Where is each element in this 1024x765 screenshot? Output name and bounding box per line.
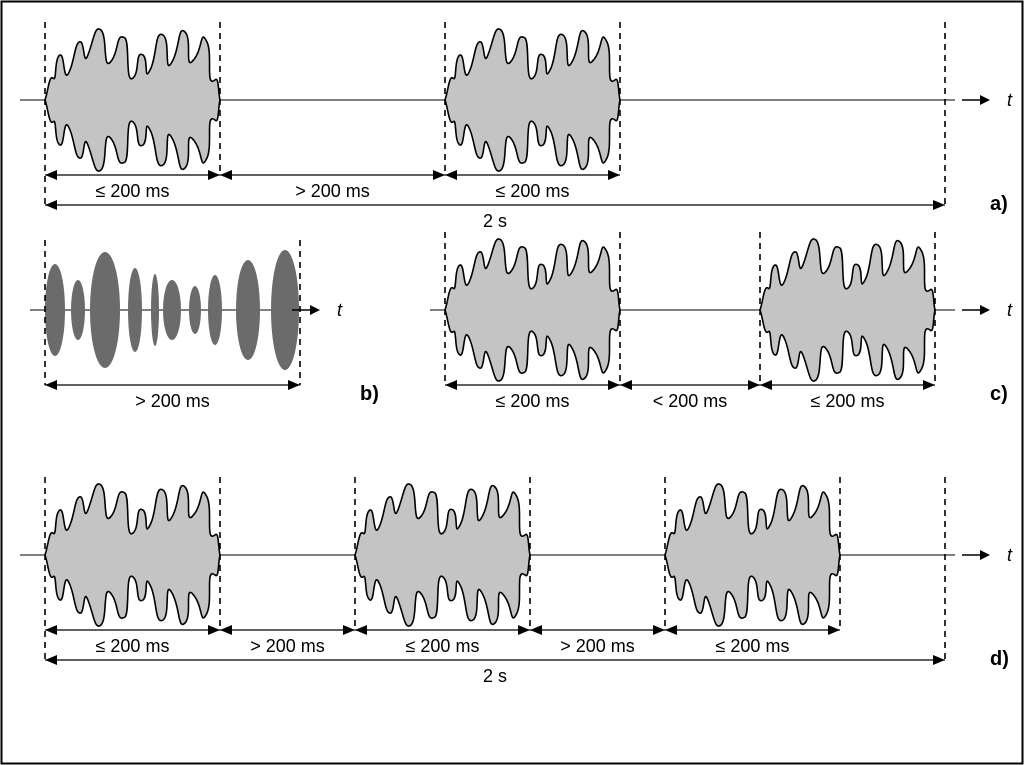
svg-text:≤ 200 ms: ≤ 200 ms (96, 181, 170, 201)
time-axis-label: t (337, 300, 343, 320)
pulse-blob (128, 268, 142, 352)
pulse-blob (163, 280, 181, 340)
time-arrow-icon (962, 305, 990, 315)
time-arrow-icon (962, 95, 990, 105)
svg-text:> 200 ms: > 200 ms (250, 636, 325, 656)
noise-burst (445, 239, 620, 381)
pulse-blob (208, 275, 222, 345)
panel-label-d: d) (990, 648, 1009, 670)
svg-text:≤ 200 ms: ≤ 200 ms (496, 391, 570, 411)
noise-burst (355, 484, 530, 626)
svg-text:< 200 ms: < 200 ms (653, 391, 728, 411)
svg-text:2 s: 2 s (483, 211, 507, 231)
svg-text:2 s: 2 s (483, 666, 507, 686)
svg-text:≤ 200 ms: ≤ 200 ms (811, 391, 885, 411)
svg-text:> 200 ms: > 200 ms (135, 391, 210, 411)
time-arrow-icon (962, 550, 990, 560)
noise-burst (45, 484, 220, 626)
noise-burst (45, 29, 220, 171)
pulse-blob (71, 280, 85, 340)
svg-text:> 200 ms: > 200 ms (560, 636, 635, 656)
pulse-blob (151, 274, 159, 346)
time-axis-label: t (1007, 545, 1013, 565)
noise-burst (445, 29, 620, 171)
time-axis-label: t (1007, 300, 1013, 320)
svg-text:≤ 200 ms: ≤ 200 ms (96, 636, 170, 656)
svg-text:≤ 200 ms: ≤ 200 ms (496, 181, 570, 201)
time-axis-label: t (1007, 90, 1013, 110)
pulse-blob (236, 260, 260, 360)
panel-label-a: a) (990, 193, 1008, 215)
svg-text:> 200 ms: > 200 ms (295, 181, 370, 201)
pulse-blob (45, 264, 65, 356)
svg-text:≤ 200 ms: ≤ 200 ms (716, 636, 790, 656)
panel-label-c: c) (990, 383, 1008, 405)
panel-label-b: b) (360, 383, 379, 405)
pulse-blob (90, 252, 120, 368)
noise-burst (665, 484, 840, 626)
pulse-blob (189, 286, 201, 334)
svg-text:≤ 200 ms: ≤ 200 ms (406, 636, 480, 656)
noise-burst (760, 239, 935, 381)
